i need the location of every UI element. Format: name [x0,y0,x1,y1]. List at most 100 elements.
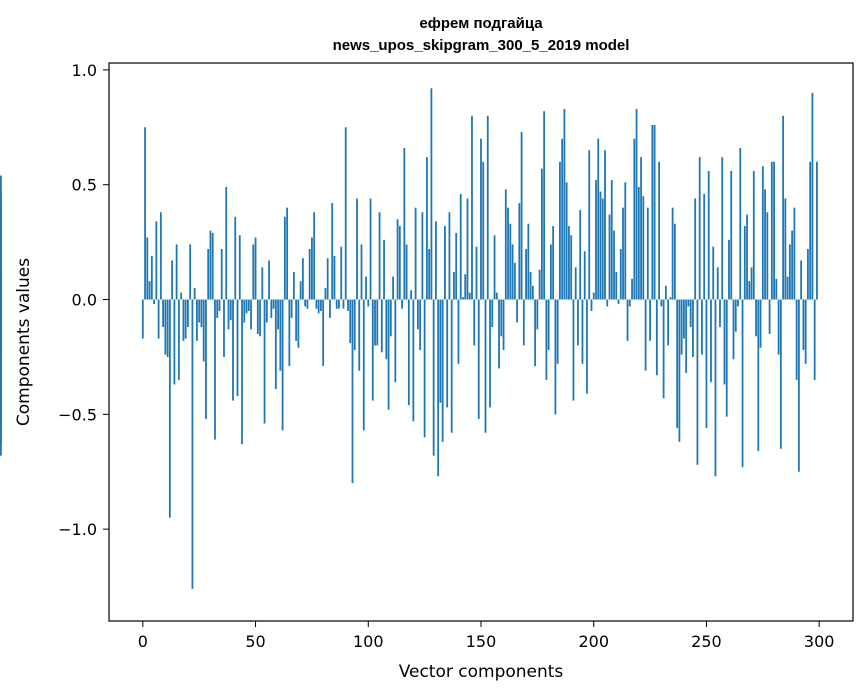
bar-262 [732,299,735,360]
bar-84 [331,203,334,300]
bar-231 [662,299,665,399]
bar-266 [741,299,744,468]
bar-201 [595,180,597,300]
y-tick-label: 0.5 [72,176,97,195]
bar-176 [538,269,541,300]
bar-95 [356,198,358,300]
bar-45 [243,299,246,323]
bar-204 [601,198,604,300]
bar-205 [604,150,606,300]
bar-258 [723,299,726,385]
bar-253 [712,246,715,300]
bar-238 [678,299,681,442]
bar-64 [286,207,289,300]
bar-206 [606,299,609,307]
bar-158 [498,299,500,369]
bar-171 [527,223,530,300]
bar-247 [698,157,701,300]
bar-187 [563,108,566,300]
bar-261 [730,170,733,300]
x-tick-label: 0 [138,632,148,651]
bar-83 [329,299,331,318]
bar-198 [588,150,591,300]
bar-65 [288,299,291,367]
bar-191 [572,299,575,401]
bar-28 [205,299,207,419]
bar-81 [324,288,327,300]
bar-234 [669,297,672,300]
bar-114 [398,226,401,300]
bar-257 [721,157,724,300]
bar-227 [653,125,656,300]
chart-title-line-1: ефрем подгайца [419,15,543,32]
bar-246 [696,299,699,465]
bar-264 [737,299,739,307]
bar-62 [281,299,284,431]
bar-194 [579,209,582,300]
bar-51 [256,299,259,334]
bar-242 [687,299,690,307]
bar-164 [511,244,514,300]
bar-123 [419,299,422,351]
bar-248 [701,299,703,355]
bar-97 [360,244,363,300]
bar-225 [649,299,651,341]
bar-223 [644,299,647,371]
bar-159 [500,299,503,337]
bar-82 [326,258,329,300]
bar-undefined [0,193,2,300]
bar-90 [344,127,347,300]
bar-71 [301,258,304,300]
bar-154 [489,299,491,408]
bar-184 [556,299,559,364]
bar-251 [707,170,710,300]
bar-31 [211,232,214,300]
bar-215 [626,299,629,341]
bar-151 [482,161,485,300]
bar-86 [335,299,338,309]
bar-89 [342,299,345,309]
bar-43 [238,235,241,300]
bar-208 [610,180,613,300]
bar-226 [651,125,654,300]
bar-222 [642,196,645,300]
bar-59 [274,299,277,390]
bar-167 [518,203,521,300]
bar-142 [462,297,464,300]
bar-195 [581,299,584,364]
x-tick-label: 300 [804,632,835,651]
bar-49 [252,244,255,300]
bar-57 [270,299,273,318]
bar-161 [504,189,507,300]
bar-136 [448,212,451,300]
bar-190 [570,235,573,300]
x-tick-label: 100 [353,632,384,651]
bar-79 [320,299,322,311]
bar-243 [689,299,692,328]
bar-16 [177,299,180,380]
bar-126 [425,157,428,300]
bar-104 [376,299,379,346]
bar-122 [416,299,419,330]
bar-288 [791,230,794,300]
bar-99 [365,276,367,300]
bar-74 [308,249,311,300]
bar-268 [746,214,748,300]
bar-118 [407,299,410,406]
bar-48 [250,299,252,330]
bar-249 [703,193,706,300]
bar-10 [164,299,167,355]
bars-group [0,88,818,589]
bar-224 [646,207,649,300]
bar-112 [394,299,397,383]
bar-15 [175,244,178,300]
bar-36 [223,299,225,357]
bar-148 [475,246,478,300]
bar-233 [667,299,670,346]
bar-212 [619,249,622,300]
bar-278 [768,299,771,334]
bar-20 [187,299,189,328]
bar-88 [340,246,343,300]
bar-106 [380,299,383,353]
bar-177 [540,168,543,300]
